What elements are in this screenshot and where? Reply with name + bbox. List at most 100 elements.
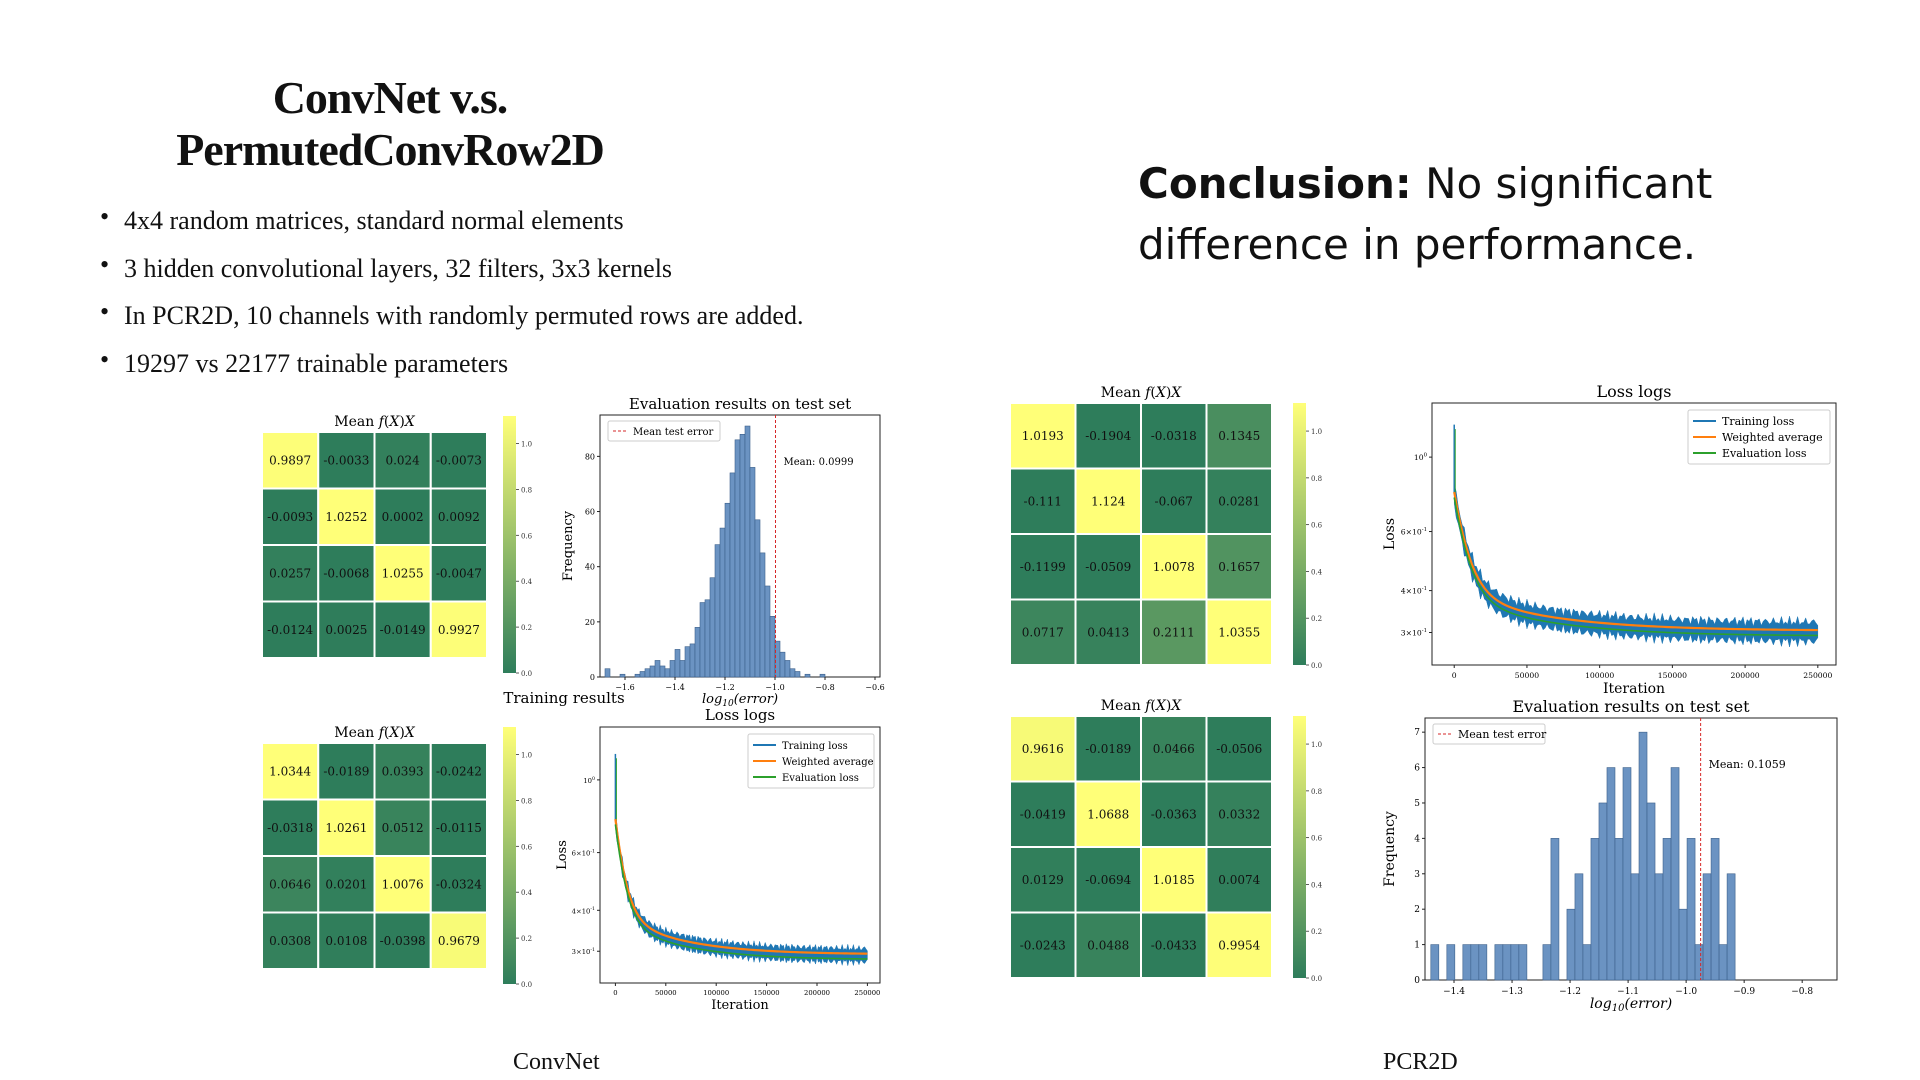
conclusion: Conclusion: No significant difference in… — [1138, 153, 1758, 275]
histogram-bar — [1710, 838, 1720, 981]
histogram-bar — [674, 649, 681, 678]
colorbar-tick-label: 0.2 — [521, 624, 532, 632]
heatmap-cell — [429, 487, 488, 546]
histogram-bar — [754, 519, 761, 678]
heatmap-cell-label: -0.0189 — [1085, 742, 1131, 756]
heatmap-cell — [1074, 598, 1142, 666]
heatmap-cell-label: 0.0074 — [1218, 873, 1260, 887]
heatmap-title-part: Mean — [334, 414, 378, 430]
histogram-bar — [1550, 838, 1560, 981]
colorbar-tick-label: 0.2 — [1311, 928, 1322, 936]
heatmap-cell — [429, 600, 488, 659]
heatmap-cell-label: -0.111 — [1024, 494, 1062, 508]
legend-label: Training loss — [1722, 415, 1795, 428]
slide-title: ConvNet v.s. PermutedConvRow2D — [150, 72, 630, 176]
y-tick-label-base: 10 — [1412, 587, 1422, 596]
heatmap-title-part: Mean — [334, 725, 378, 741]
legend-box — [1432, 723, 1546, 745]
heatmap-cell — [1074, 533, 1142, 601]
colorbar-tick-label: 0.4 — [1311, 568, 1323, 576]
x-axis-label: log10(error) — [1590, 996, 1672, 1014]
histogram-bar — [1478, 944, 1488, 981]
heatmap-cell — [317, 487, 376, 546]
histogram-bar — [639, 671, 646, 678]
heatmap-title: Mean f(X)X — [1101, 698, 1183, 714]
x-tick-label: 0 — [1452, 671, 1457, 680]
histogram-bar — [734, 439, 741, 678]
y-tick-label-base: 10 — [1414, 453, 1424, 462]
colorbar-tick-label: 0.0 — [1311, 662, 1322, 670]
heatmap-cell-label: -0.0033 — [323, 453, 369, 467]
histogram-bar — [1718, 944, 1728, 981]
heatmap-cell — [373, 798, 432, 857]
histogram-bar — [659, 665, 666, 678]
colorbar-tick-label: 0.2 — [1311, 615, 1322, 623]
legend-label: Weighted average — [1722, 431, 1823, 444]
heatmap-cell-label: 0.0717 — [1022, 625, 1064, 639]
histogram-bar — [759, 552, 766, 678]
heatmap-title-part: Mean — [1101, 385, 1145, 401]
heatmap-title-part: ( — [1150, 698, 1155, 714]
histogram-bar — [764, 585, 771, 678]
histogram-bar — [804, 673, 811, 678]
heatmap-cell-label: 0.0025 — [325, 623, 367, 637]
colorbar-tick-label: 0.6 — [521, 843, 533, 851]
heatmap-cell-label: 0.024 — [385, 453, 420, 467]
heatmap-cell-label: -0.0149 — [380, 623, 426, 637]
x-tick-label: −1.3 — [1501, 987, 1523, 997]
slide-title-line1: ConvNet v.s. — [272, 72, 509, 123]
heatmap-title-part: f — [378, 725, 387, 741]
histogram-bar — [1654, 873, 1664, 981]
series-weighted-average — [614, 818, 868, 955]
histogram-bar — [1686, 838, 1696, 981]
mean-label: Mean: 0.1059 — [1709, 758, 1786, 771]
y-tick-label: 4 — [1414, 834, 1420, 844]
histogram-bar — [634, 673, 641, 678]
heatmap-cell-label: 0.0201 — [325, 877, 367, 891]
y-tick-label-exp: 0 — [592, 776, 595, 782]
colorbar-tick-label: 0.0 — [521, 981, 532, 989]
slide-title-line2: PermutedConvRow2D — [176, 124, 605, 175]
heatmap-cell-label: 0.0281 — [1218, 494, 1260, 508]
x-axis-label-part: 10 — [1612, 1003, 1625, 1014]
heatmap-cell-label: 1.124 — [1091, 494, 1126, 508]
heatmap-cell-label: 1.0185 — [1153, 873, 1195, 887]
histogram-bar — [779, 651, 786, 678]
x-tick-label: −0.8 — [1791, 987, 1813, 997]
heatmap-cell-label: -0.0318 — [267, 821, 313, 835]
heatmap-title: Mean f(X)X — [334, 414, 416, 430]
heatmap-cell — [1205, 402, 1273, 470]
histogram-bar — [1702, 873, 1712, 981]
y-tick-label-part: 3× — [572, 948, 582, 956]
histogram-bar — [789, 668, 796, 678]
y-tick-label: 40 — [585, 563, 595, 572]
x-axis-label-part: (error) — [1624, 996, 1672, 1012]
heatmap-cell-label: -0.0047 — [436, 566, 482, 580]
heatmap-cell-label: -0.067 — [1155, 494, 1193, 508]
colorbar-tick-label: 0.4 — [1311, 881, 1323, 889]
heatmap-cell — [1140, 533, 1208, 601]
histogram-bar — [1638, 731, 1648, 981]
x-tick-label: 50000 — [655, 989, 677, 997]
heatmap-title-part: Mean — [1101, 698, 1145, 714]
colorbar-tick-label: 1.0 — [521, 441, 532, 449]
y-tick-label: 3×10-1 — [572, 947, 595, 956]
heatmap-cell — [261, 600, 320, 659]
caption-pcr2d: PCR2D — [1383, 1049, 1458, 1075]
y-tick-label: 4×10-1 — [572, 906, 595, 915]
histogram-bar — [749, 467, 756, 678]
y-axis-label: Loss — [1382, 518, 1398, 550]
legend-box — [747, 733, 875, 789]
heatmap-cell-label: -0.0124 — [267, 623, 313, 637]
y-tick-label: 5 — [1414, 799, 1420, 809]
histogram-bar — [704, 599, 711, 678]
section-label: Training results — [503, 689, 624, 707]
series-training-loss — [615, 813, 868, 967]
heatmap-cell-label: -0.1199 — [1020, 560, 1066, 574]
colorbar-tick-label: 0.8 — [521, 797, 532, 805]
histogram-bar — [714, 544, 721, 678]
heatmap-title-part: X — [1170, 385, 1182, 401]
heatmap-cell-label: 1.0193 — [1022, 429, 1064, 443]
loss-plot-convnet-loss: Loss logs 0 50000 100000 150000 200000 250000 1… — [555, 706, 881, 1013]
y-tick-label: 60 — [585, 508, 595, 517]
